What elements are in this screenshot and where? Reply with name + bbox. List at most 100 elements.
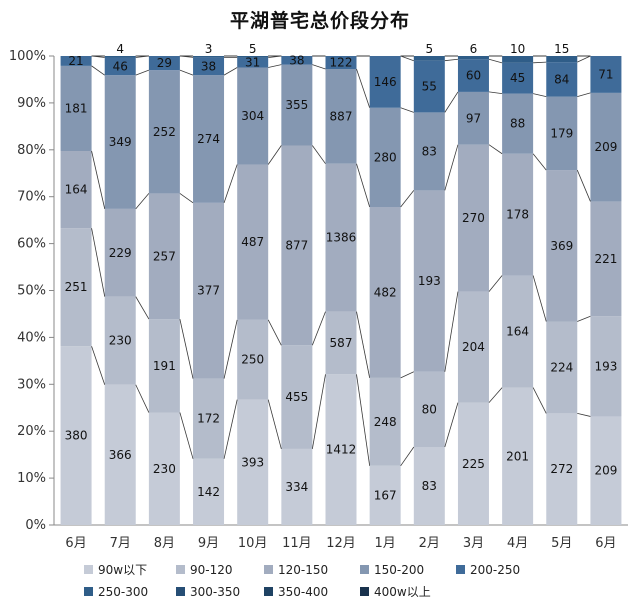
data-label: 230 — [109, 334, 132, 348]
data-label: 15 — [554, 42, 569, 56]
y-tick-label: 50% — [17, 284, 46, 299]
bar-segment — [546, 170, 578, 322]
legend-swatch — [176, 587, 185, 596]
series-connector — [400, 446, 415, 467]
x-tick-label: 7月 — [110, 536, 131, 551]
series-connector — [311, 311, 326, 346]
data-label: 3 — [205, 42, 213, 56]
bar-segment — [237, 164, 269, 320]
bar-segment — [325, 374, 357, 525]
bar-segment — [413, 371, 445, 447]
data-label: 122 — [330, 56, 353, 70]
series-connector — [91, 150, 106, 209]
series-connector — [268, 64, 282, 68]
bar-segment — [237, 57, 269, 68]
data-label: 280 — [374, 150, 397, 164]
data-label: 377 — [197, 284, 220, 298]
data-label: 257 — [153, 249, 176, 263]
y-tick-label: 40% — [17, 330, 46, 345]
bar-segment — [60, 151, 92, 229]
series-connector — [267, 145, 282, 165]
bar-segment — [148, 56, 180, 71]
bar-segment — [369, 465, 401, 525]
x-tick-label: 2月 — [419, 536, 440, 551]
data-label: 304 — [241, 109, 264, 123]
data-label: 164 — [65, 183, 88, 197]
data-label: 21 — [68, 54, 83, 68]
series-connector — [135, 384, 150, 413]
series-connector — [488, 387, 503, 403]
bar-segment — [413, 60, 445, 113]
series-connector — [135, 193, 150, 210]
bar-segment — [148, 412, 180, 525]
data-label: 38 — [289, 53, 304, 67]
data-label: 97 — [466, 111, 481, 125]
bar-segment — [60, 56, 92, 66]
bar-segment — [413, 112, 445, 191]
data-label: 270 — [462, 211, 485, 225]
bar-segment — [369, 377, 401, 466]
series-connector — [532, 275, 547, 322]
series-connector — [400, 55, 414, 62]
data-label: 587 — [330, 336, 353, 350]
series-connector — [223, 399, 238, 459]
series-connector — [577, 315, 591, 322]
series-connector — [91, 65, 105, 76]
bar-segment — [104, 296, 136, 385]
data-label: 193 — [418, 274, 441, 288]
bar-segment — [148, 70, 180, 194]
legend-swatch — [264, 587, 273, 596]
data-label: 88 — [510, 117, 525, 131]
bar-segment — [325, 56, 357, 70]
bar-segment — [281, 56, 313, 65]
data-label: 274 — [197, 132, 220, 146]
data-label: 209 — [594, 140, 617, 154]
legend-entry: 150-200 — [374, 563, 424, 577]
data-label: 5 — [249, 42, 257, 56]
series-connector — [356, 68, 371, 108]
x-tick-label: 10月 — [238, 536, 268, 551]
legend-swatch — [456, 565, 465, 574]
legend-entry: 250-300 — [98, 585, 148, 599]
series-connector — [444, 291, 459, 372]
data-label: 84 — [554, 72, 569, 86]
data-label: 221 — [594, 252, 617, 266]
data-label: 229 — [109, 246, 132, 260]
bar-segment — [237, 319, 269, 400]
data-label: 209 — [594, 464, 617, 478]
series-connector — [179, 193, 194, 204]
legend-swatch — [360, 565, 369, 574]
series-connector — [532, 153, 547, 171]
bar-segment — [413, 190, 445, 372]
series-connector — [179, 412, 194, 459]
y-tick-label: 60% — [17, 237, 46, 252]
x-tick-label: 3月 — [463, 536, 484, 551]
legend-entry: 120-150 — [278, 563, 328, 577]
series-connector — [267, 399, 282, 450]
legend-entry: 350-400 — [278, 585, 328, 599]
data-label: 201 — [506, 449, 529, 463]
bar-segment — [546, 96, 578, 171]
data-label: 193 — [594, 359, 617, 373]
bar-segment — [590, 56, 622, 93]
bar-segment — [281, 448, 313, 525]
bar-segment — [104, 75, 136, 209]
data-label: 179 — [550, 126, 573, 140]
data-label: 80 — [422, 402, 437, 416]
data-label: 877 — [285, 238, 308, 252]
data-label: 71 — [598, 67, 613, 81]
series-connector — [135, 69, 150, 76]
bar-segment — [546, 62, 578, 97]
y-tick-label: 30% — [17, 377, 46, 392]
bar-segment — [281, 345, 313, 449]
bar-segment — [193, 75, 225, 203]
bar-segment — [325, 163, 357, 312]
bar-segment — [237, 67, 269, 165]
bar-segment — [193, 57, 225, 76]
legend-entry: 90-120 — [190, 563, 233, 577]
bar-segment — [546, 413, 578, 525]
series-connector — [223, 67, 238, 76]
bar-segment — [148, 193, 180, 320]
data-label: 83 — [422, 479, 437, 493]
